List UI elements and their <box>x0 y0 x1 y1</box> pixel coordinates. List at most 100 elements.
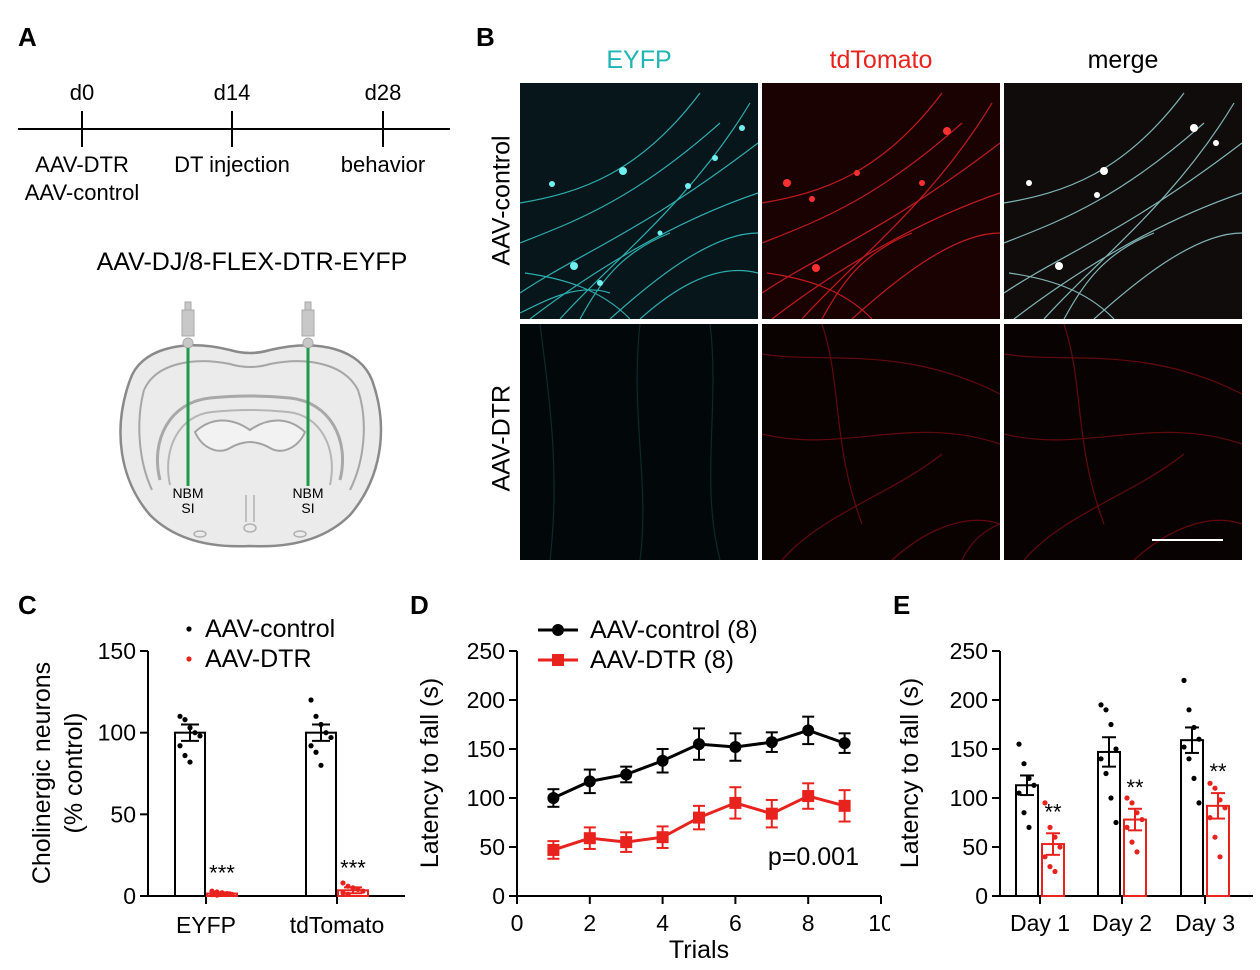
chart-d-y-tick-label: 250 <box>467 638 505 664</box>
chart-c-point <box>187 759 193 765</box>
chart-d-point <box>656 754 669 767</box>
chart-e-point <box>1212 785 1218 791</box>
chart-c-point <box>209 888 215 894</box>
chart-d-y-tick-label: 150 <box>467 736 505 762</box>
timeline-day-28: d28 <box>364 80 402 105</box>
chart-d-point <box>583 775 596 788</box>
chart-d-point <box>693 811 705 824</box>
row-label-aav-control: AAV-control <box>487 135 516 266</box>
chart-e-point <box>1052 834 1058 840</box>
chart-d-x-tick-label: 8 <box>802 910 815 936</box>
chart-c-point <box>340 890 346 896</box>
chart-d-pvalue: p=0.001 <box>768 843 859 871</box>
chart-d-point <box>656 831 669 844</box>
chart-c-point <box>214 892 220 898</box>
chart-d-point <box>620 768 633 781</box>
chart-e-point <box>1207 780 1213 786</box>
chart-c-point <box>224 890 230 897</box>
chart-c-point <box>177 713 183 719</box>
chart-e-point <box>1052 868 1058 875</box>
brain-schematic <box>119 301 383 548</box>
chart-e-point <box>1217 854 1223 860</box>
chart-d-x-tick-label: 6 <box>729 910 742 936</box>
chart-e-y-tick-label: 200 <box>950 687 988 713</box>
column-header-tdtomato: tdTomato <box>829 46 933 74</box>
panel-b-label: B <box>476 22 495 52</box>
chart-e-point <box>1217 797 1223 803</box>
image-dtr-tdtomato <box>762 324 1000 560</box>
chart-e-point <box>1134 849 1140 855</box>
chart-c-point <box>328 734 334 741</box>
chart-c-point <box>182 717 188 723</box>
chart-c-bar <box>305 731 337 897</box>
chart-d-xlabel: Trials <box>669 936 729 964</box>
chart-c-y-tick-label: 100 <box>98 720 136 746</box>
chart-c-point <box>318 721 324 728</box>
chart-c-ylabel-line2: (% control) <box>60 713 88 834</box>
chart-c-x-tick-label: tdTomato <box>290 912 385 938</box>
chart-e-point <box>1042 854 1048 860</box>
chart-d-point <box>802 724 815 737</box>
chart-d-point <box>838 799 851 812</box>
image-control-eyfp <box>520 83 758 319</box>
chart-e-significance: ** <box>1209 759 1227 784</box>
chart-d: 0 50 100 150 200 250 0 2 4 6 8 10 AAV-control (8)AAV… <box>416 616 890 964</box>
chart-e-y-tick-label: 150 <box>950 736 988 762</box>
panel-e-label: E <box>893 590 911 620</box>
chart-c-point <box>345 883 351 889</box>
chart-e-point <box>1191 775 1197 781</box>
image-dtr-eyfp <box>520 324 758 560</box>
chart-d-point <box>802 790 815 803</box>
chart-d-point <box>547 843 560 856</box>
chart-c-x-tick-label: EYFP <box>176 912 236 938</box>
chart-d-point <box>693 738 705 751</box>
chart-e-significance: ** <box>1044 799 1062 824</box>
chart-c-point <box>318 762 324 768</box>
chart-e-point <box>1129 839 1135 845</box>
chart-d-y-tick-label: 0 <box>492 883 505 909</box>
region-right-nbm: NBM <box>292 485 324 501</box>
row-label-aav-dtr: AAV-DTR <box>487 385 516 492</box>
timeline-day-14: d14 <box>213 80 251 105</box>
chart-c-point <box>197 733 203 739</box>
chart-e-significance: ** <box>1126 775 1144 800</box>
chart-c-legend-label: AAV-control <box>205 615 335 643</box>
chart-c-bar <box>174 731 206 897</box>
chart-e-ylabel: Latency to fall (s) <box>896 678 924 868</box>
chart-c-point <box>345 891 351 897</box>
chart-c-significance: *** <box>340 855 366 880</box>
chart-d-y-tick-label: 50 <box>479 834 505 860</box>
panel-a-label: A <box>18 22 37 52</box>
chart-e-point <box>1139 816 1145 823</box>
chart-e-point <box>1207 815 1213 821</box>
chart-d-point <box>729 741 742 754</box>
image-dtr-merge <box>1004 324 1242 560</box>
chart-c-point <box>350 885 356 891</box>
chart-e-y-tick-label: 100 <box>950 785 988 811</box>
chart-d-point <box>729 796 742 809</box>
chart-c-point <box>308 697 314 703</box>
chart-d-point <box>547 792 560 804</box>
chart-d-y-tick-label: 100 <box>467 785 505 811</box>
chart-e-point <box>1047 864 1053 870</box>
chart-e-point <box>1196 800 1202 806</box>
chart-e-point <box>1181 677 1187 683</box>
chart-e-point <box>1016 790 1022 796</box>
chart-c-point <box>308 743 314 749</box>
chart-e-point <box>1129 800 1135 806</box>
chart-e-point <box>1124 824 1130 830</box>
chart-e-point <box>1196 736 1202 742</box>
chart-c-y-tick-label: 0 <box>123 883 136 909</box>
chart-c-point <box>355 886 361 893</box>
chart-c-significance: *** <box>209 860 235 885</box>
chart-d-x-tick-label: 0 <box>511 910 524 936</box>
chart-e-point <box>1016 741 1022 747</box>
chart-c-point <box>313 713 319 719</box>
region-right-si: SI <box>301 500 315 516</box>
chart-c-point <box>209 892 215 898</box>
chart-e-point <box>1134 810 1140 816</box>
chart-d-point <box>765 807 778 820</box>
chart-e: 0 50 100 150 200 250 Day 1 Day 2 Day 3 ** ** ** Late… <box>896 638 1253 936</box>
chart-e-point <box>1191 724 1197 731</box>
chart-e-point <box>1042 800 1048 806</box>
